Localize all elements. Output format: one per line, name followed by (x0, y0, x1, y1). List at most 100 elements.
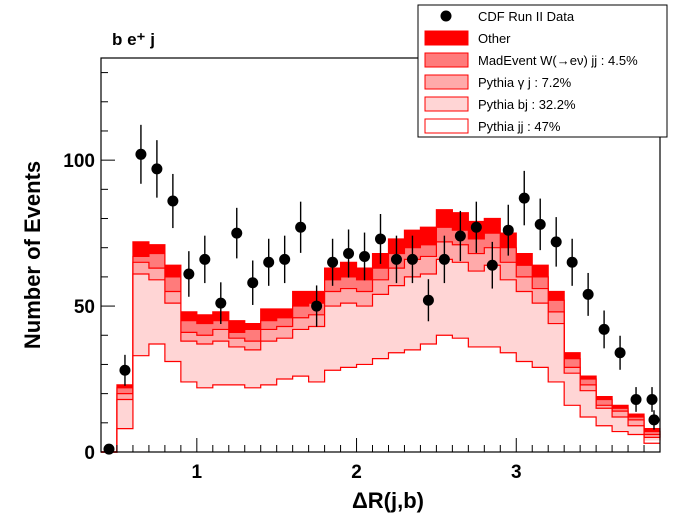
channel-label: b e⁺ j (112, 30, 155, 49)
marker (422, 294, 434, 306)
legend-swatch (424, 96, 469, 112)
marker (183, 268, 195, 280)
data-point (151, 140, 163, 198)
data-point (167, 173, 179, 229)
data-point (582, 272, 594, 316)
marker (630, 393, 642, 405)
marker (103, 443, 115, 455)
marker (311, 300, 323, 312)
legend-label: Other (478, 31, 511, 46)
legend-label: CDF Run II Data (478, 9, 575, 24)
x-tick-label: 3 (511, 462, 522, 483)
data-point (119, 354, 131, 386)
data-point (438, 235, 450, 284)
legend-label: Pythia γ j : 7.2% (478, 75, 572, 90)
marker (215, 297, 227, 309)
marker (438, 253, 450, 265)
marker (247, 277, 259, 289)
marker (199, 253, 211, 265)
stack-area (101, 334, 660, 453)
marker (614, 347, 626, 359)
data-point (614, 335, 626, 370)
legend-swatch (424, 52, 469, 68)
data-point (279, 235, 291, 284)
marker (648, 414, 660, 426)
y-tick-label: 100 (63, 151, 95, 172)
data-point (183, 251, 195, 297)
y-axis-title: Number of Events (20, 161, 45, 349)
marker (119, 364, 131, 376)
legend-label: Pythia bj : 32.2% (478, 97, 576, 112)
marker (566, 256, 578, 268)
legend-label: Pythia jj : 47% (478, 119, 561, 134)
data-point (406, 235, 418, 284)
marker (454, 230, 466, 242)
legend-marker (440, 10, 452, 22)
marker (151, 163, 163, 175)
data-point (295, 201, 307, 253)
marker (470, 221, 482, 233)
data-point (598, 310, 610, 349)
marker (295, 221, 307, 233)
marker (406, 253, 418, 265)
marker (375, 233, 386, 245)
legend-entry: CDF Run II Data (440, 9, 575, 24)
data-point (534, 198, 546, 251)
stack-4 (101, 334, 660, 453)
x-axis-title: ΔR(j,b) (352, 488, 424, 513)
data-point (199, 235, 211, 284)
legend-swatch (424, 74, 469, 90)
legend-swatch (424, 30, 469, 46)
data-point (231, 207, 243, 259)
axis-ticks: 0 50 100 1 2 3 (63, 72, 661, 483)
legend-label: MadEvent W(→eν) jj : 4.5% (478, 53, 638, 68)
marker (135, 148, 147, 160)
data-point (646, 387, 658, 412)
x-tick-label: 2 (351, 462, 362, 483)
legend-entry: Pythia bj : 32.2% (424, 96, 576, 112)
data-point (566, 238, 578, 286)
marker (390, 253, 402, 265)
marker (502, 224, 514, 236)
data-point (422, 279, 434, 322)
marker (486, 259, 498, 271)
data-point (103, 443, 115, 455)
data-point (454, 210, 466, 262)
data-point (502, 204, 514, 256)
marker (646, 393, 658, 405)
legend-entry: Other (424, 30, 511, 46)
data-point (630, 387, 642, 412)
data-point (550, 217, 562, 267)
plot-frame (100, 57, 661, 453)
data-point (247, 260, 259, 305)
marker (550, 236, 562, 248)
data-point (518, 170, 530, 226)
marker (343, 248, 355, 260)
marker (167, 195, 179, 207)
data-point (470, 201, 482, 253)
stacked-histograms (101, 209, 661, 453)
marker (518, 192, 530, 204)
marker (582, 288, 594, 300)
data-point (359, 232, 371, 281)
marker (327, 256, 339, 268)
data-point (343, 229, 355, 278)
data-point (648, 410, 660, 430)
marker (534, 218, 546, 230)
y-tick-label: 50 (74, 297, 95, 318)
data-point (486, 241, 498, 289)
data-point (390, 235, 402, 284)
marker (263, 256, 275, 268)
legend-box (417, 4, 668, 138)
data-point (263, 238, 275, 286)
legend-entry: Pythia jj : 47% (424, 118, 561, 134)
data-point (375, 214, 386, 264)
legend-entry: Pythia γ j : 7.2% (424, 74, 572, 90)
y-tick-label: 0 (84, 443, 95, 464)
x-tick-label: 1 (192, 462, 203, 483)
marker (359, 250, 371, 262)
legend-entry: MadEvent W(→eν) jj : 4.5% (424, 52, 638, 68)
marker (279, 253, 291, 265)
data-point (327, 238, 339, 286)
